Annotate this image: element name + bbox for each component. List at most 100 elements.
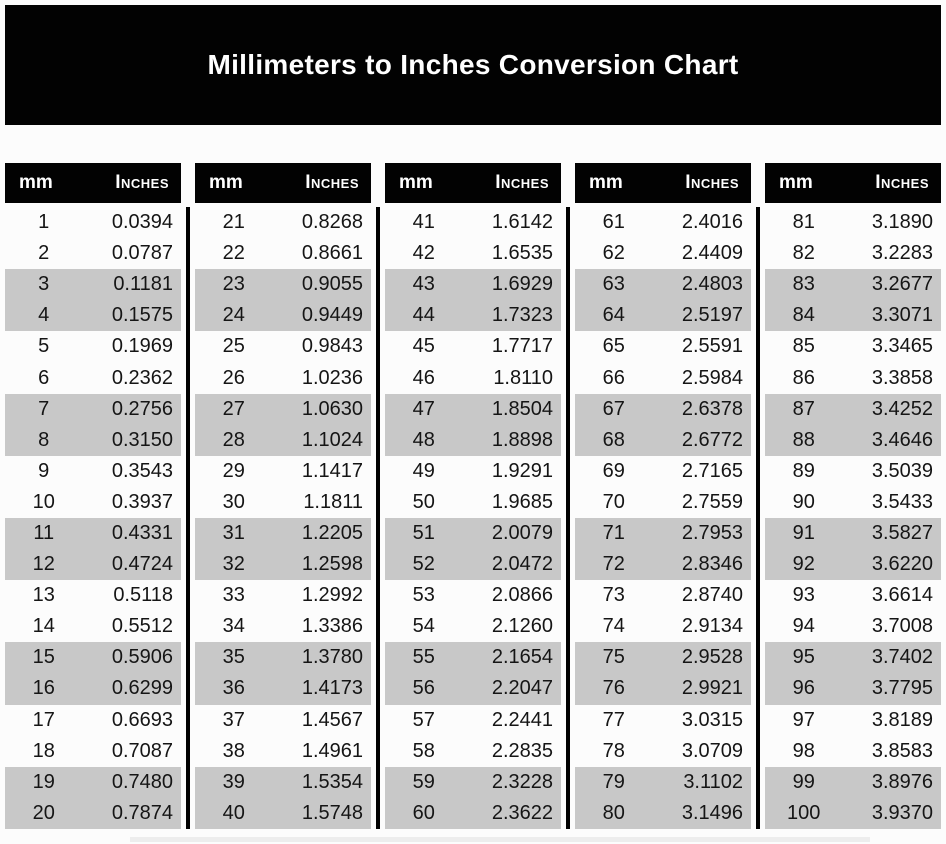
- inches-value: 3.7008: [871, 615, 933, 638]
- table-row: 20 0.7874: [5, 797, 181, 829]
- mm-value: 51: [412, 521, 435, 544]
- inches-value: 2.2441: [491, 708, 553, 731]
- table-header: mm Inches: [575, 163, 751, 203]
- inches-value: 0.5906: [111, 646, 173, 669]
- table-row: 62 2.4409: [575, 238, 751, 269]
- inches-column-header: Inches: [875, 172, 929, 193]
- table-row: 43 1.6929: [385, 269, 561, 301]
- mm-value: 11: [33, 521, 55, 544]
- table-row: 86 3.3858: [765, 362, 941, 393]
- table-row: 69 2.7165: [575, 456, 751, 487]
- mm-value: 100: [787, 801, 821, 824]
- mm-value: 81: [792, 211, 815, 234]
- table-row: 51 2.0079: [385, 517, 561, 550]
- mm-value: 68: [602, 428, 625, 451]
- inches-value: 1.0630: [301, 397, 363, 420]
- column-divider: [376, 207, 380, 829]
- mm-value: 56: [412, 677, 435, 700]
- inches-value: 3.1890: [871, 211, 933, 234]
- inches-value: 2.5197: [681, 304, 743, 327]
- mm-value: 75: [602, 646, 625, 669]
- mm-value: 54: [412, 615, 435, 638]
- mm-value: 37: [222, 708, 245, 731]
- table-header: mm Inches: [385, 163, 561, 203]
- mm-value: 74: [602, 615, 625, 638]
- mm-value: 18: [32, 739, 55, 762]
- inches-value: 2.7165: [681, 459, 743, 482]
- inches-value: 2.0866: [491, 584, 553, 607]
- inches-value: 0.8661: [301, 242, 363, 265]
- table-row: 32 1.2598: [195, 549, 371, 581]
- inches-value: 2.8346: [681, 553, 743, 576]
- table-row: 47 1.8504: [385, 393, 561, 425]
- table-row: 6 0.2362: [5, 362, 181, 393]
- table-row: 70 2.7559: [575, 487, 751, 518]
- table-row: 53 2.0866: [385, 580, 561, 611]
- inches-value: 3.6614: [871, 584, 933, 607]
- conversion-table: mm Inches 21 0.8268 22 0.8661 23 0.9055 …: [195, 163, 371, 829]
- table-row: 44 1.7323: [385, 300, 561, 332]
- mm-value: 17: [32, 708, 55, 731]
- inches-value: 1.7717: [491, 335, 553, 358]
- inches-value: 3.7795: [871, 677, 933, 700]
- table-row: 46 1.8110: [385, 362, 561, 393]
- mm-column-header: mm: [589, 172, 623, 193]
- table-row: 52 2.0472: [385, 549, 561, 581]
- table-row: 21 0.8268: [195, 207, 371, 238]
- table-row: 26 1.0236: [195, 362, 371, 393]
- mm-value: 14: [32, 615, 55, 638]
- inches-value: 2.0472: [491, 553, 553, 576]
- inches-value: 2.7953: [681, 521, 743, 544]
- table-row: 96 3.7795: [765, 673, 941, 705]
- inches-value: 2.2047: [491, 677, 553, 700]
- table-row: 48 1.8898: [385, 424, 561, 456]
- mm-value: 36: [222, 677, 245, 700]
- inches-value: 3.4646: [871, 428, 933, 451]
- mm-value: 72: [602, 553, 625, 576]
- inches-value: 0.2756: [111, 397, 173, 420]
- table-row: 15 0.5906: [5, 642, 181, 674]
- table-row: 10 0.3937: [5, 487, 181, 518]
- mm-value: 50: [412, 490, 435, 513]
- mm-value: 85: [792, 335, 815, 358]
- inches-value: 0.1969: [111, 335, 173, 358]
- tables-container: mm Inches 1 0.0394 2 0.0787 3 0.1181 4 0…: [5, 163, 941, 829]
- table-row: 41 1.6142: [385, 207, 561, 238]
- inches-value: 2.7559: [681, 490, 743, 513]
- inches-value: 1.3780: [301, 646, 363, 669]
- inches-value: 1.9685: [491, 490, 553, 513]
- table-row: 45 1.7717: [385, 331, 561, 362]
- mm-value: 92: [792, 553, 815, 576]
- inches-value: 3.5039: [871, 459, 933, 482]
- inches-value: 1.1811: [303, 490, 363, 513]
- table-row: 42 1.6535: [385, 238, 561, 269]
- table-row: 92 3.6220: [765, 549, 941, 581]
- table-row: 75 2.9528: [575, 642, 751, 674]
- table-row: 5 0.1969: [5, 331, 181, 362]
- table-row: 54 2.1260: [385, 611, 561, 642]
- table-body: 41 1.6142 42 1.6535 43 1.6929 44 1.7323 …: [385, 207, 561, 829]
- inches-value: 2.8740: [681, 584, 743, 607]
- mm-value: 91: [792, 521, 815, 544]
- inches-value: 3.1496: [681, 801, 743, 824]
- inches-value: 0.0787: [111, 242, 173, 265]
- table-row: 68 2.6772: [575, 424, 751, 456]
- mm-value: 43: [412, 273, 435, 296]
- inches-value: 1.6929: [491, 273, 553, 296]
- table-row: 36 1.4173: [195, 673, 371, 705]
- mm-value: 64: [602, 304, 625, 327]
- mm-value: 87: [792, 397, 815, 420]
- mm-value: 6: [38, 366, 50, 389]
- table-row: 77 3.0315: [575, 705, 751, 736]
- inches-value: 1.6142: [491, 211, 553, 234]
- table-row: 89 3.5039: [765, 456, 941, 487]
- mm-value: 52: [412, 553, 435, 576]
- table-row: 67 2.6378: [575, 393, 751, 425]
- table-row: 13 0.5118: [5, 580, 181, 611]
- inches-value: 1.0236: [301, 366, 363, 389]
- table-header: mm Inches: [5, 163, 181, 203]
- table-header: mm Inches: [765, 163, 941, 203]
- table-row: 30 1.1811: [195, 487, 371, 518]
- inches-value: 0.7087: [111, 739, 173, 762]
